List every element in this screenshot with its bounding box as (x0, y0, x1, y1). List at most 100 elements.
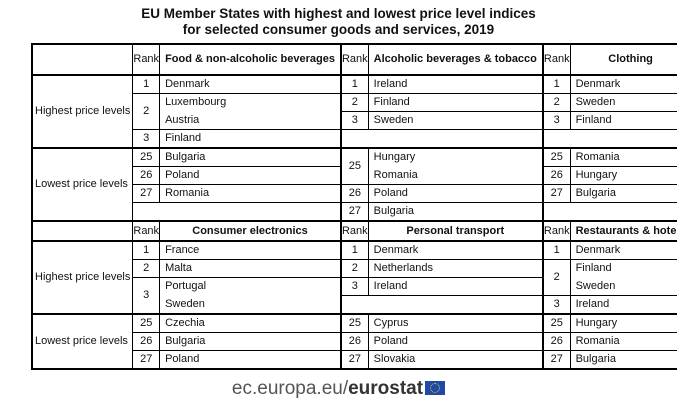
table-row: Lowest price levels 25 Bulgaria 25 Hunga… (31, 147, 677, 222)
rank-cell: 2 (132, 259, 161, 278)
rank-header: Rank (541, 43, 571, 76)
country-cell: Finland (569, 259, 677, 278)
rank-cell: 27 (541, 184, 571, 203)
country-cell: Finland (159, 129, 342, 149)
rank-cell: 1 (132, 240, 161, 260)
empty-cell (541, 129, 677, 149)
category-header: Alcoholic beverages & tobacco (367, 43, 544, 76)
rank-cell: 26 (339, 332, 369, 351)
empty-cell (339, 295, 544, 315)
country-cell: Poland (367, 184, 544, 203)
country-cell: Romania (367, 166, 544, 185)
table-title: EU Member States with highest and lowest… (0, 6, 677, 38)
row-group-label: Lowest price levels (31, 147, 134, 222)
empty-cell (339, 129, 544, 149)
country-cell: Austria (159, 111, 342, 130)
country-cell: Romania (569, 147, 677, 167)
country-cell: Ireland (367, 74, 544, 94)
category-header: Consumer electronics (159, 220, 342, 242)
rank-cell: 3 (541, 295, 571, 315)
empty-cell (132, 202, 342, 222)
title-line-2: for selected consumer goods and services… (182, 22, 495, 37)
rank-cell: 26 (541, 166, 571, 185)
table-row: 26 Bulgaria 26 Poland 26 Romania (32, 332, 677, 351)
eu-flag-icon (425, 381, 446, 395)
rank-cell: 2 (339, 93, 369, 112)
eurostat-footer: ec.europa.eu/eurostat (0, 378, 677, 400)
price-level-table: Rank Food & non-alcoholic beverages Rank… (31, 43, 677, 370)
table-row: Austria 3 Sweden 3 Finland (32, 111, 677, 130)
table-row: 2 Luxembourg 2 Finland 2 Sweden (32, 93, 677, 130)
rank-cell: 25 (339, 147, 369, 185)
rank-cell: 3 (132, 129, 161, 149)
rank-cell: 3 (339, 111, 369, 130)
rank-cell: 1 (132, 74, 161, 94)
country-cell: Malta (159, 259, 342, 278)
rank-header: Rank (132, 43, 161, 76)
table-row: Highest price levels 1 Denmark 1 Ireland… (31, 74, 677, 149)
rank-cell: 27 (132, 184, 161, 203)
rank-cell: 2 (132, 93, 161, 130)
country-cell: Poland (367, 332, 544, 351)
rank-header: Rank (541, 220, 571, 242)
country-cell: Bulgaria (159, 332, 342, 351)
category-header: Restaurants & hotels (569, 220, 677, 242)
rank-header: Rank (339, 43, 369, 76)
country-cell: Netherlands (367, 259, 544, 278)
rank-cell: 1 (339, 240, 369, 260)
country-cell: Denmark (569, 74, 677, 94)
rank-cell: 1 (541, 240, 571, 260)
footer-domain: ec.europa.eu/ (231, 378, 349, 399)
footer-brand: eurostat (348, 378, 424, 399)
rank-cell: 1 (541, 74, 571, 94)
rank-cell: 26 (132, 332, 161, 351)
country-cell: Denmark (569, 240, 677, 260)
country-cell: Denmark (159, 74, 342, 94)
rank-header: Rank (339, 220, 369, 242)
category-header: Clothing (569, 43, 677, 76)
country-cell: Finland (367, 93, 544, 112)
rank-cell: 2 (339, 259, 369, 278)
table-row: 3 Portugal 3 Ireland Sweden (32, 277, 677, 315)
country-cell: Bulgaria (159, 147, 342, 167)
country-cell: Hungary (569, 166, 677, 185)
country-cell: Hungary (569, 313, 677, 333)
country-cell: Denmark (367, 240, 544, 260)
country-cell: Sweden (569, 93, 677, 112)
country-cell: Bulgaria (367, 202, 544, 222)
country-cell: Sweden (367, 111, 544, 130)
rank-cell: 1 (339, 74, 369, 94)
empty-cell (31, 220, 134, 242)
header-row: Rank Consumer electronics Rank Personal … (31, 220, 677, 242)
country-cell: France (159, 240, 342, 260)
header-row: Rank Food & non-alcoholic beverages Rank… (31, 43, 677, 76)
country-cell: Romania (569, 332, 677, 351)
rank-cell: 25 (541, 313, 571, 333)
rank-cell: 25 (541, 147, 571, 167)
rank-cell: 25 (132, 147, 161, 167)
row-group-label: Highest price levels (31, 74, 134, 149)
country-cell: Slovakia (367, 350, 544, 370)
country-cell: Portugal (159, 277, 342, 296)
table-row: Lowest price levels 25 Czechia 25 Cyprus… (31, 313, 677, 370)
rank-cell: 27 (132, 350, 161, 370)
table-row: 3 Finland (32, 129, 677, 149)
country-cell: Hungary (367, 147, 544, 167)
country-cell: Ireland (367, 277, 544, 296)
country-cell: Bulgaria (569, 184, 677, 203)
row-group-label: Lowest price levels (31, 313, 134, 370)
country-cell: Poland (159, 350, 342, 370)
rank-cell: 25 (339, 313, 369, 333)
rank-cell: 26 (541, 332, 571, 351)
rank-cell: 26 (132, 166, 161, 185)
country-cell: Cyprus (367, 313, 544, 333)
country-cell: Czechia (159, 313, 342, 333)
rank-cell: 3 (541, 111, 571, 130)
table-row: Highest price levels 1 France 1 Denmark … (31, 240, 677, 315)
country-cell: Bulgaria (569, 350, 677, 370)
rank-cell: 27 (339, 202, 369, 222)
country-cell: Sweden (569, 277, 677, 296)
rank-cell: 3 (339, 277, 369, 296)
empty-cell (31, 43, 134, 76)
category-header: Food & non-alcoholic beverages (159, 43, 342, 76)
